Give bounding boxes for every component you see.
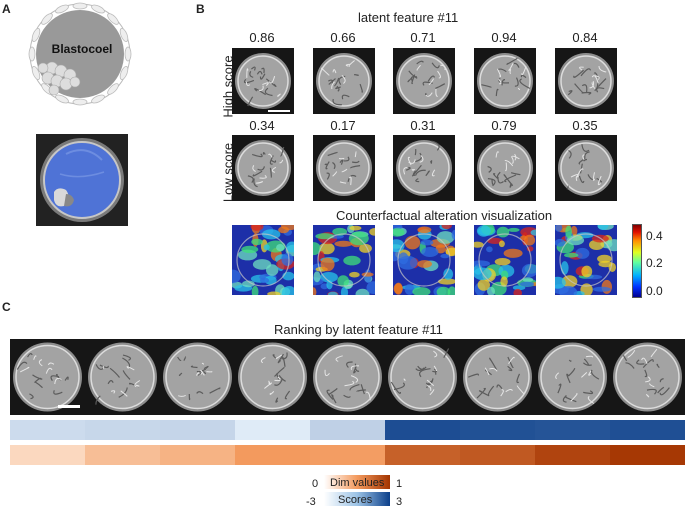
scores-heat-row — [10, 420, 685, 440]
colorbar — [632, 224, 642, 298]
low-score-embryo-image-5 — [555, 135, 617, 201]
high-score-value-2: 0.66 — [330, 30, 356, 45]
ranked-embryo-image-6 — [385, 339, 460, 415]
high-score-value-3: 0.71 — [410, 30, 436, 45]
ranked-embryo-image-9 — [610, 339, 685, 415]
low-score-value-2: 0.17 — [330, 118, 356, 133]
counterfactual-heatmap-image-4 — [474, 225, 536, 295]
dim-value-cell-6 — [385, 445, 461, 465]
counterfactual-heatmap-image-2 — [313, 225, 375, 295]
ranked-embryo-image-1 — [10, 339, 85, 415]
score-cell-9 — [610, 420, 685, 440]
score-cell-4 — [235, 420, 311, 440]
colorbar-tick-mid: 0.2 — [646, 256, 663, 270]
score-legend-min: -3 — [306, 496, 316, 508]
high-score-value-4: 0.94 — [491, 30, 517, 45]
ranked-embryo-image-7 — [460, 339, 535, 415]
score-cell-8 — [535, 420, 611, 440]
panel-b-title: latent feature #11 — [358, 10, 459, 25]
high-score-embryo-image-5 — [555, 48, 617, 114]
ranked-embryo-image-8 — [535, 339, 610, 415]
high-score-embryo-image-1 — [232, 48, 294, 114]
high-score-embryo-image-3 — [393, 48, 455, 114]
low-score-value-5: 0.35 — [572, 118, 598, 133]
counterfactual-heatmap-image-3 — [393, 225, 455, 295]
low-score-embryo-image-3 — [393, 135, 455, 201]
low-score-embryo-image-2 — [313, 135, 375, 201]
panel-c-letter: C — [2, 300, 11, 314]
high-score-value-5: 0.84 — [572, 30, 598, 45]
ranking-strip — [10, 339, 685, 415]
score-legend-label: Scores — [338, 494, 373, 506]
dim-value-cell-3 — [160, 445, 236, 465]
blastocyst-overlay-image — [36, 134, 128, 226]
high-score-value-1: 0.86 — [249, 30, 275, 45]
dim-value-cell-7 — [460, 445, 536, 465]
panel-c-title: Ranking by latent feature #11 — [274, 322, 443, 337]
scale-bar — [268, 110, 290, 112]
low-score-embryo-image-1 — [232, 135, 294, 201]
colorbar-tick-bottom: 0.0 — [646, 284, 663, 298]
dim-value-cell-4 — [235, 445, 311, 465]
score-cell-3 — [160, 420, 236, 440]
high-score-embryo-image-2 — [313, 48, 375, 114]
ranked-embryo-image-2 — [85, 339, 160, 415]
score-cell-7 — [460, 420, 536, 440]
ranking-scale-bar — [58, 405, 80, 408]
dim-value-cell-2 — [85, 445, 161, 465]
dim-legend-label: Dim values — [330, 477, 385, 489]
score-cell-2 — [85, 420, 161, 440]
ranked-embryo-image-5 — [310, 339, 385, 415]
dim-value-cell-9 — [610, 445, 685, 465]
dim-values-heat-row — [10, 445, 685, 465]
counterfactual-heatmap-image-5 — [555, 225, 617, 295]
dim-value-cell-8 — [535, 445, 611, 465]
low-score-value-1: 0.34 — [249, 118, 275, 133]
low-score-value-4: 0.79 — [491, 118, 517, 133]
low-score-embryo-image-4 — [474, 135, 536, 201]
blastocoel-label: Blastocoel — [51, 42, 113, 56]
counterfactual-title: Counterfactual alteration visualization — [336, 208, 553, 223]
low-score-value-3: 0.31 — [410, 118, 436, 133]
blastocyst-diagram: Blastocoel — [28, 2, 132, 106]
panel-b-letter: B — [196, 2, 205, 16]
score-cell-5 — [310, 420, 386, 440]
high-score-embryo-image-4 — [474, 48, 536, 114]
ranked-embryo-image-4 — [235, 339, 310, 415]
score-legend-bar — [324, 492, 390, 506]
dim-legend-min: 0 — [312, 478, 319, 490]
dim-legend-max: 1 — [396, 478, 403, 490]
counterfactual-heatmap-image-1 — [232, 225, 294, 295]
panel-a-letter: A — [2, 2, 11, 16]
dim-legend-bar — [324, 475, 390, 489]
ranked-embryo-image-3 — [160, 339, 235, 415]
score-cell-6 — [385, 420, 461, 440]
score-legend-max: 3 — [396, 496, 403, 508]
colorbar-tick-top: 0.4 — [646, 229, 663, 243]
score-cell-1 — [10, 420, 86, 440]
dim-value-cell-1 — [10, 445, 86, 465]
dim-value-cell-5 — [310, 445, 386, 465]
